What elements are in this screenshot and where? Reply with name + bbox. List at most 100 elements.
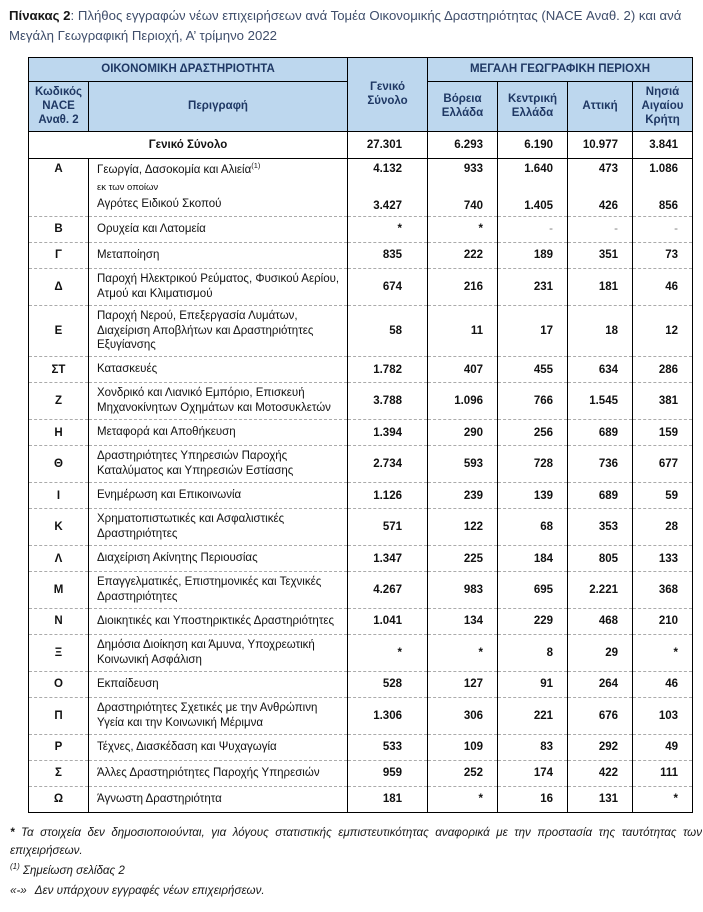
value-cell: 1.347 (347, 545, 428, 572)
value-cell: 252 (427, 759, 498, 787)
value-stack: 933 740 (434, 163, 483, 212)
value-cell: 983 (427, 571, 498, 609)
value-cell: 12 (632, 304, 693, 357)
value-stack: 4.132 3.427 (354, 163, 402, 212)
value-cell: * (347, 633, 428, 672)
value-cell: 184 (497, 545, 568, 572)
header-region-aegean-crete: Νησιά Αιγαίου Κρήτη (632, 80, 693, 132)
header-region-central-greece: Κεντρική Ελλάδα (497, 80, 568, 132)
value-cell: 368 (632, 571, 693, 609)
value-cell: 59 (632, 482, 693, 509)
value-cell: - (497, 215, 568, 243)
description-cell: Παροχή Νερού, Επεξεργασία Λυμάτων, Διαχε… (88, 304, 348, 357)
value-cell: 256 (497, 419, 568, 446)
value-cell: 766 (497, 382, 568, 420)
table-row: Ι Ενημέρωση και Επικοινωνία 1.126 239 139 689… (28, 482, 693, 509)
description-cell: Άγνωστη Δραστηριότητα (88, 785, 348, 813)
value-cell: 18 (567, 304, 633, 357)
description-cell: Γεωργία, Δασοκομία και Αλιεία(1) εκ των ο… (88, 157, 348, 217)
grand-total-row: Γενικό Σύνολο 27.301 6.293 6.190 10.977 … (28, 130, 693, 159)
value-cell: 407 (427, 356, 498, 383)
value-cell: 959 (347, 759, 428, 787)
description-stack: Γεωργία, Δασοκομία και Αλιεία(1) εκ των ο… (97, 160, 341, 212)
value-cell: 122 (427, 508, 498, 546)
value-stack: 473 426 (574, 163, 618, 212)
nace-code-cell: Η (28, 419, 89, 446)
description-cell: Επαγγελματικές, Επιστημονικές και Τεχνικ… (88, 571, 348, 609)
nace-code-cell: Σ (28, 759, 89, 787)
value-cell: 49 (632, 733, 693, 761)
value-cell: 1.394 (347, 419, 428, 446)
table-body: Γενικό Σύνολο 27.301 6.293 6.190 10.977 … (28, 130, 693, 813)
value-cell: 264 (567, 670, 633, 698)
value-cell: 29 (567, 633, 633, 672)
nace-statistics-table: ΟΙΚΟΝΟΜΙΚΗ ΔΡΑΣΤΗΡΙΟΤΗΤΑ Γενικό Σύνολο Μ… (28, 56, 693, 813)
value-cell: - (567, 215, 633, 243)
value-cell: 1.640 1.405 (497, 157, 568, 217)
footnotes: * Τα στοιχεία δεν δημοσιοποιούνται, για … (10, 824, 702, 900)
value-cell: 468 (567, 607, 633, 635)
value-cell: 6.190 (497, 130, 568, 159)
footnote-marker: (1) (10, 861, 20, 871)
value-cell: 353 (567, 508, 633, 546)
value-cell: 695 (497, 571, 568, 609)
table-row: Θ Δραστηριότητες Υπηρεσιών Παροχής Καταλύ… (28, 445, 693, 483)
header-nace-code: Κωδικός NACE Αναθ. 2 (28, 80, 89, 132)
table-row: Μ Επαγγελματικές, Επιστημονικές και Τεχνι… (28, 571, 693, 609)
value-cell: 11 (427, 304, 498, 357)
value-cell: 4.132 3.427 (347, 157, 428, 217)
description-text: Γεωργία, Δασοκομία και Αλιεία(1) (97, 160, 261, 176)
value-cell: 455 (497, 356, 568, 383)
value-cell: * (347, 215, 428, 243)
value-cell: 222 (427, 241, 498, 269)
nace-code-cell: Λ (28, 545, 89, 572)
table-row: Λ Διαχείριση Ακίνητης Περιουσίας 1.347 225 1… (28, 545, 693, 572)
value-cell: 933 740 (427, 157, 498, 217)
value-cell: 27.301 (347, 130, 428, 159)
value-cell: 103 (632, 696, 693, 735)
description-cell: Δραστηριότητες Σχετικές με την Ανθρώπινη… (88, 696, 348, 735)
header-region-north-greece: Βόρεια Ελλάδα (427, 80, 498, 132)
value-cell: 689 (567, 419, 633, 446)
value-cell: 306 (427, 696, 498, 735)
value-cell: 677 (632, 445, 693, 483)
value-cell: 2.221 (567, 571, 633, 609)
value-cell: 3.788 (347, 382, 428, 420)
table-header: ΟΙΚΟΝΟΜΙΚΗ ΔΡΑΣΤΗΡΙΟΤΗΤΑ Γενικό Σύνολο Μ… (28, 56, 693, 132)
description-cell: Χονδρικό και Λιανικό Εμπόριο, Επισκευή Μ… (88, 382, 348, 420)
value-cell: 1.041 (347, 607, 428, 635)
value-cell: 68 (497, 508, 568, 546)
description-cell: Εκπαίδευση (88, 670, 348, 698)
header-region-group: ΜΕΓΑΛΗ ΓΕΩΓΡΑΦΙΚΗ ΠΕΡΙΟΧΗ (427, 56, 693, 82)
description-cell: Μεταποίηση (88, 241, 348, 269)
nace-code-cell: Κ (28, 508, 89, 546)
value-cell: 292 (567, 733, 633, 761)
nace-code-cell: Γ (28, 241, 89, 269)
nace-code-cell: Μ (28, 571, 89, 609)
value-cell: 1.096 (427, 382, 498, 420)
value-cell: 16 (497, 785, 568, 813)
description-cell: Διοικητικές και Υποστηρικτικές Δραστηριό… (88, 607, 348, 635)
table-row: Κ Χρηματοπιστωτικές και Ασφαλιστικές Δρασ… (28, 508, 693, 546)
nace-code-cell: Ρ (28, 733, 89, 761)
value-cell: 216 (427, 267, 498, 306)
value-cell: 571 (347, 508, 428, 546)
nace-code-cell: Θ (28, 445, 89, 483)
value-stack: 1.086 856 (639, 163, 678, 212)
value-cell: 181 (347, 785, 428, 813)
table-row: Ο Εκπαίδευση 528 127 91 264 46 (28, 670, 693, 698)
nace-code-cell: Π (28, 696, 89, 735)
table-title: Πίνακας 2: Πλήθος εγγραφών νέων επιχειρή… (9, 6, 701, 46)
value-cell: 134 (427, 607, 498, 635)
value-cell: 46 (632, 670, 693, 698)
value-cell: 111 (632, 759, 693, 787)
table-title-prefix: Πίνακας 2 (9, 8, 71, 23)
description-cell: Ενημέρωση και Επικοινωνία (88, 482, 348, 509)
value-cell: 728 (497, 445, 568, 483)
value-cell: 6.293 (427, 130, 498, 159)
value-top: 1.640 (524, 162, 553, 175)
description-cell: Ορυχεία και Λατομεία (88, 215, 348, 243)
description-cell: Χρηματοπιστωτικές και Ασφαλιστικές Δραστ… (88, 508, 348, 546)
value-bottom: 3.427 (373, 199, 402, 212)
value-cell: 4.267 (347, 571, 428, 609)
